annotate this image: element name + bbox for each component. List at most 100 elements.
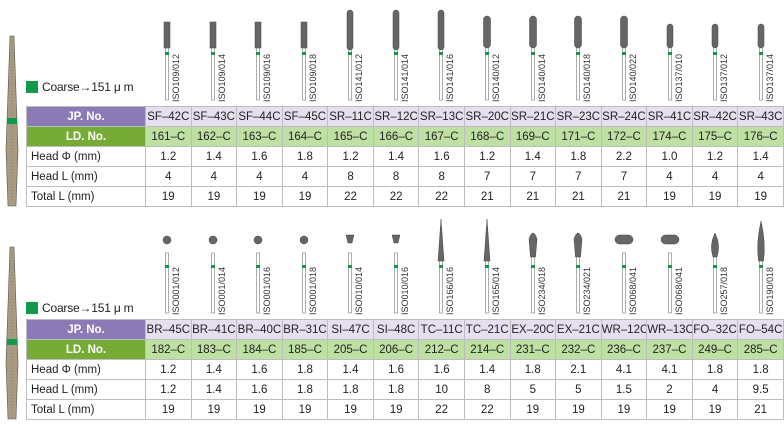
head-diameter-cell: 1.4 — [190, 146, 238, 167]
bur-icon — [614, 234, 634, 314]
jp-no-cell: EX–20C — [509, 319, 557, 340]
head-length-cell: 7 — [463, 166, 511, 187]
head-length-cell: 8 — [418, 166, 465, 187]
iso-code-label: ISO166/016 — [445, 266, 456, 315]
head-diameter-cell: 1.6 — [236, 146, 283, 167]
jp-no-cell: SR–21C — [509, 106, 557, 127]
bur-item: ISO234/018 — [510, 213, 556, 317]
bur-head — [345, 234, 355, 244]
total-length-cell: 19 — [600, 399, 648, 420]
ld-no-cell: 232–C — [555, 339, 602, 360]
ld-no-label: LD. No. — [26, 126, 146, 147]
bur-head — [300, 21, 308, 49]
bur-item: ISO109/012 — [144, 0, 190, 104]
jp-no-cell: EX–21C — [555, 319, 602, 340]
total-length-row: Total L (mm) 19 19 19 19 19 19 22 22 19 19 19 19 19 21 — [26, 399, 784, 420]
head-diameter-row: Head Φ (mm) 1.2 1.4 1.6 1.8 1.2 1.4 1.6 1.2 1.4 1.… — [26, 146, 784, 167]
bur-shank — [347, 252, 352, 314]
grit-band — [667, 52, 672, 55]
bur-icon — [163, 21, 171, 101]
total-length-cell: 22 — [418, 399, 465, 420]
bur-icon — [209, 21, 216, 101]
jp-no-cell: WR–12C — [600, 319, 648, 340]
head-length-cell: 2 — [646, 379, 693, 400]
bur-item: ISO141/016 — [418, 0, 464, 104]
head-diameter-cell: 1.2 — [691, 146, 739, 167]
ld-no-cell: 214–C — [463, 339, 511, 360]
iso-code-label: ISO010/016 — [399, 266, 410, 315]
grit-band — [713, 265, 718, 268]
spec-table: JP. No. BR–45C BR–41C BR–40C BR–31C SI–47C SI–… — [26, 319, 784, 420]
head-length-cell: 7 — [555, 166, 602, 187]
head-diameter-cell: 1.4 — [190, 359, 238, 380]
bur-shank — [530, 252, 535, 314]
bur-icon — [392, 9, 399, 101]
head-diameter-cell: 4.1 — [646, 359, 693, 380]
total-length-cell: 22 — [327, 186, 374, 207]
bur-item: ISO234/021 — [555, 213, 601, 317]
jp-no-cell: SR–43C — [737, 106, 784, 127]
bur-icon — [299, 235, 309, 314]
bur-item: ISO109/018 — [281, 0, 327, 104]
grit-band — [256, 265, 261, 268]
diamond-bur-image — [5, 246, 19, 420]
ld-no-cell: 164–C — [281, 126, 329, 147]
iso-code-label: ISO165/014 — [490, 266, 501, 315]
product-section-2: Coarse→151 μ m ISO001/012 ISO001/014 ISO00… — [0, 213, 784, 426]
total-length-cell: 19 — [281, 186, 329, 207]
bur-head — [299, 235, 309, 245]
ld-no-cell: 163–C — [236, 126, 283, 147]
head-diameter-cell: 1.2 — [463, 146, 511, 167]
ld-no-cell: 249–C — [691, 339, 739, 360]
bur-item: ISO165/014 — [464, 213, 510, 317]
head-length-label: Head L (mm) — [26, 166, 146, 187]
head-length-cell: 4 — [737, 166, 784, 187]
head-diameter-cell: 1.8 — [555, 146, 602, 167]
jp-no-cell: TC–21C — [463, 319, 511, 340]
head-diameter-cell: 1.8 — [281, 359, 329, 380]
bur-shank — [439, 252, 443, 314]
legend-label: Coarse→151 μ m — [42, 301, 134, 315]
head-length-cell: 1.8 — [281, 379, 329, 400]
jp-no-cell: SF–43C — [190, 106, 238, 127]
total-length-cell: 19 — [236, 399, 283, 420]
jp-no-cell: SI–47C — [327, 319, 374, 340]
bur-icon — [574, 15, 583, 101]
jp-no-label: JP. No. — [26, 319, 146, 340]
bur-shank — [576, 39, 581, 101]
head-diameter-cell: 4.1 — [600, 359, 648, 380]
iso-code-label: ISO141/016 — [445, 53, 456, 102]
iso-code-label: ISO140/014 — [536, 53, 547, 102]
bur-head — [162, 235, 172, 245]
head-length-cell: 7 — [600, 166, 648, 187]
iso-code-label: ISO257/018 — [719, 266, 730, 315]
grit-band — [347, 265, 352, 268]
head-diameter-cell: 1.4 — [463, 359, 511, 380]
bur-item: ISO141/012 — [327, 0, 373, 104]
total-length-cell: 19 — [190, 186, 238, 207]
bur-head — [392, 9, 399, 51]
bur-item: ISO010/014 — [327, 213, 373, 317]
bur-item: ISO001/016 — [235, 213, 281, 317]
bur-head — [209, 21, 216, 49]
jp-no-cell: SF–44C — [236, 106, 283, 127]
grit-legend: Coarse→151 μ m — [26, 80, 134, 94]
bur-item: ISO137/010 — [647, 0, 693, 104]
bur-icon — [712, 23, 719, 101]
spec-table: JP. No. SF–42C SF–43C SF–44C SF–45C SR–11C SR–… — [26, 106, 784, 207]
head-diameter-cell: 1.8 — [509, 359, 557, 380]
jp-no-row: JP. No. BR–45C BR–41C BR–40C BR–31C SI–47C SI–… — [26, 319, 784, 340]
jp-no-cell: SF–45C — [281, 106, 329, 127]
ld-no-cell: 168–C — [463, 126, 511, 147]
grit-band — [713, 52, 718, 55]
head-length-row: Head L (mm) 1.2 1.4 1.6 1.8 1.8 1.8 10 8 5 5 1.5 2 4 9… — [26, 379, 784, 400]
head-length-label: Head L (mm) — [26, 379, 146, 400]
grit-band — [165, 52, 169, 55]
bur-head — [757, 23, 765, 49]
total-length-cell: 19 — [646, 399, 693, 420]
grit-band — [530, 52, 535, 55]
bur-shank — [667, 252, 672, 314]
grit-band — [484, 265, 489, 268]
bur-head — [483, 15, 491, 49]
bur-item: ISO140/018 — [555, 0, 601, 104]
